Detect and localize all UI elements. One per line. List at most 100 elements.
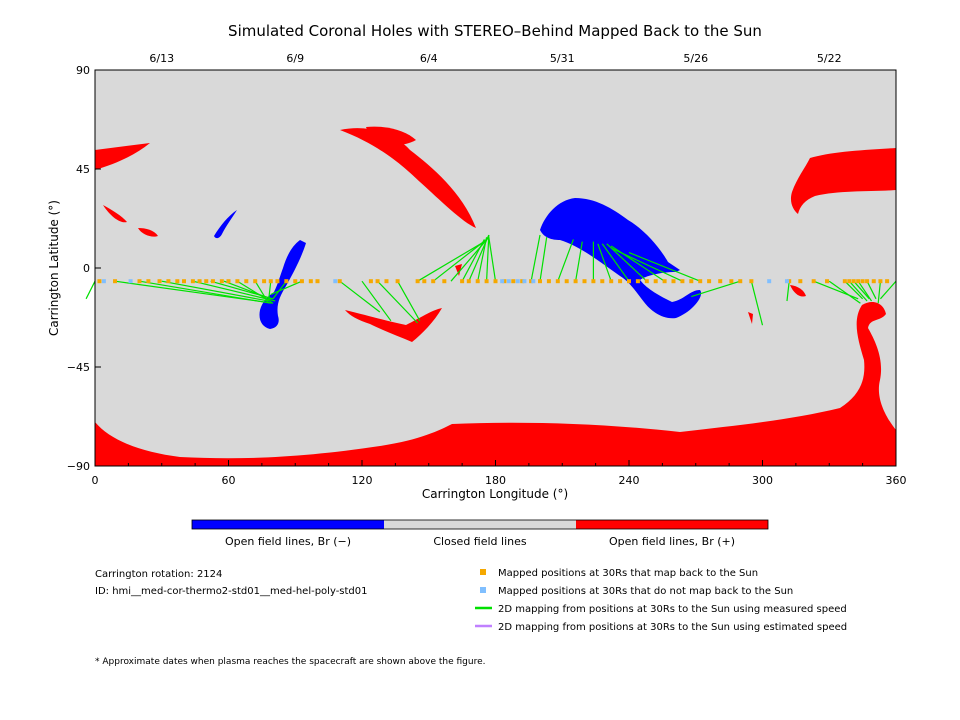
mapped-position-point	[146, 279, 151, 284]
measured-speed-mapping-lines	[85, 234, 897, 326]
mapped-position-point	[368, 279, 373, 284]
mapping-line	[828, 280, 861, 304]
mapped-position-point	[860, 279, 865, 284]
mapped-position-point	[635, 279, 640, 284]
red-region-south-polar	[95, 301, 896, 466]
mapped-position-point	[466, 279, 471, 284]
x-tick-label: 120	[352, 474, 373, 487]
mapped-position-point	[811, 279, 816, 284]
mapped-position-point	[738, 279, 743, 284]
legend-label: Mapped positions at 30Rs that map back t…	[498, 568, 758, 579]
mapped-position-point	[375, 279, 380, 284]
mapped-position-point	[698, 279, 703, 284]
mapped-position-point	[97, 279, 102, 284]
mapped-position-point	[284, 279, 289, 284]
red-region-west-small	[103, 205, 127, 223]
mapped-position-point	[460, 279, 465, 284]
mapping-line	[432, 238, 487, 282]
mapping-line	[557, 239, 574, 282]
legend: Mapped positions at 30Rs that map back t…	[475, 568, 847, 633]
mapped-position-point	[707, 279, 712, 284]
mapping-line	[786, 281, 790, 302]
mapped-position-point	[644, 279, 649, 284]
mapped-position-point	[680, 279, 685, 284]
mapped-position-point	[520, 279, 525, 284]
plot-area	[85, 69, 897, 467]
mapping-line	[575, 241, 583, 282]
unmapped-position-point	[515, 279, 520, 284]
unmapped-position-point	[101, 279, 106, 284]
colorbar-segment	[384, 520, 576, 529]
mapping-line	[254, 280, 270, 304]
red-region-west-dot	[138, 228, 158, 237]
mapped-position-point	[689, 279, 694, 284]
mapping-line	[461, 239, 485, 282]
mapped-position-point	[442, 279, 447, 284]
mapping-line	[270, 280, 303, 295]
mapped-position-point	[268, 279, 273, 284]
mapped-position-point	[293, 279, 298, 284]
legend-label: 2D mapping from positions at 30Rs to the…	[498, 622, 847, 633]
top-date-label: 5/26	[683, 52, 708, 65]
colorbar-segment	[576, 520, 768, 529]
y-tick-label: 90	[76, 64, 90, 77]
unmapped-position-point	[500, 279, 505, 284]
mapped-position-point	[591, 279, 596, 284]
unmapped-position-point	[333, 279, 338, 284]
red-region-north-east	[790, 148, 896, 214]
model-id-label: ID: hmi__med-cor-thermo2-std01__med-hel-…	[95, 586, 368, 597]
mapped-position-point	[856, 279, 861, 284]
mapping-line	[601, 243, 630, 282]
mapped-position-point	[166, 279, 171, 284]
mapping-line	[139, 280, 271, 304]
mapped-position-point	[244, 279, 249, 284]
mapping-line	[417, 241, 485, 282]
mapped-position-point	[871, 279, 876, 284]
mapped-position-point	[618, 279, 623, 284]
mapped-position-point	[662, 279, 667, 284]
y-tick-label: −45	[67, 361, 90, 374]
legend-marker	[480, 569, 486, 575]
closed-field-background	[95, 70, 896, 466]
unmapped-position-point	[522, 279, 527, 284]
mapped-position-point	[729, 279, 734, 284]
red-region-south-central	[345, 308, 442, 342]
mapping-line	[866, 280, 877, 300]
mapping-line	[477, 237, 488, 282]
mapped-position-point	[865, 279, 870, 284]
x-tick-label: 300	[752, 474, 773, 487]
mapping-line	[397, 280, 421, 322]
chart-title: Simulated Coronal Holes with STEREO–Behi…	[228, 22, 762, 40]
mapped-position-point	[157, 279, 162, 284]
x-tick-label: 180	[485, 474, 506, 487]
top-date-axis: 6/13 6/9 6/4 5/31 5/26 5/22	[149, 52, 842, 76]
mapping-line	[486, 234, 490, 282]
colorbar-label: Closed field lines	[433, 535, 527, 548]
mapping-line	[750, 281, 764, 326]
mapping-line	[853, 280, 870, 300]
unmapped-position-point	[531, 279, 536, 284]
mapped-position-point	[275, 279, 280, 284]
unmapped-positions-series	[101, 279, 789, 284]
red-region-north-central-cap	[366, 126, 416, 146]
mapped-position-point	[253, 279, 258, 284]
mapped-position-point	[842, 279, 847, 284]
mapped-position-point	[197, 279, 202, 284]
open-field-negative-regions	[214, 198, 702, 329]
mapped-position-point	[847, 279, 852, 284]
mapped-position-point	[787, 279, 792, 284]
top-date-label: 6/9	[286, 52, 304, 65]
mapped-position-point	[529, 279, 534, 284]
y-tick-label: 45	[76, 163, 90, 176]
mapped-positions-series	[97, 279, 890, 284]
colorbar-frame	[191, 519, 769, 530]
red-region-north-west	[95, 143, 150, 170]
mapped-position-point	[137, 279, 142, 284]
colorbar-label: Open field lines, Br (+)	[609, 535, 735, 548]
mapping-line	[606, 243, 648, 282]
mapped-position-point	[749, 279, 754, 284]
mapped-position-point	[798, 279, 803, 284]
top-date-label: 6/13	[149, 52, 174, 65]
mapped-position-point	[337, 279, 342, 284]
x-tick-label: 0	[92, 474, 99, 487]
